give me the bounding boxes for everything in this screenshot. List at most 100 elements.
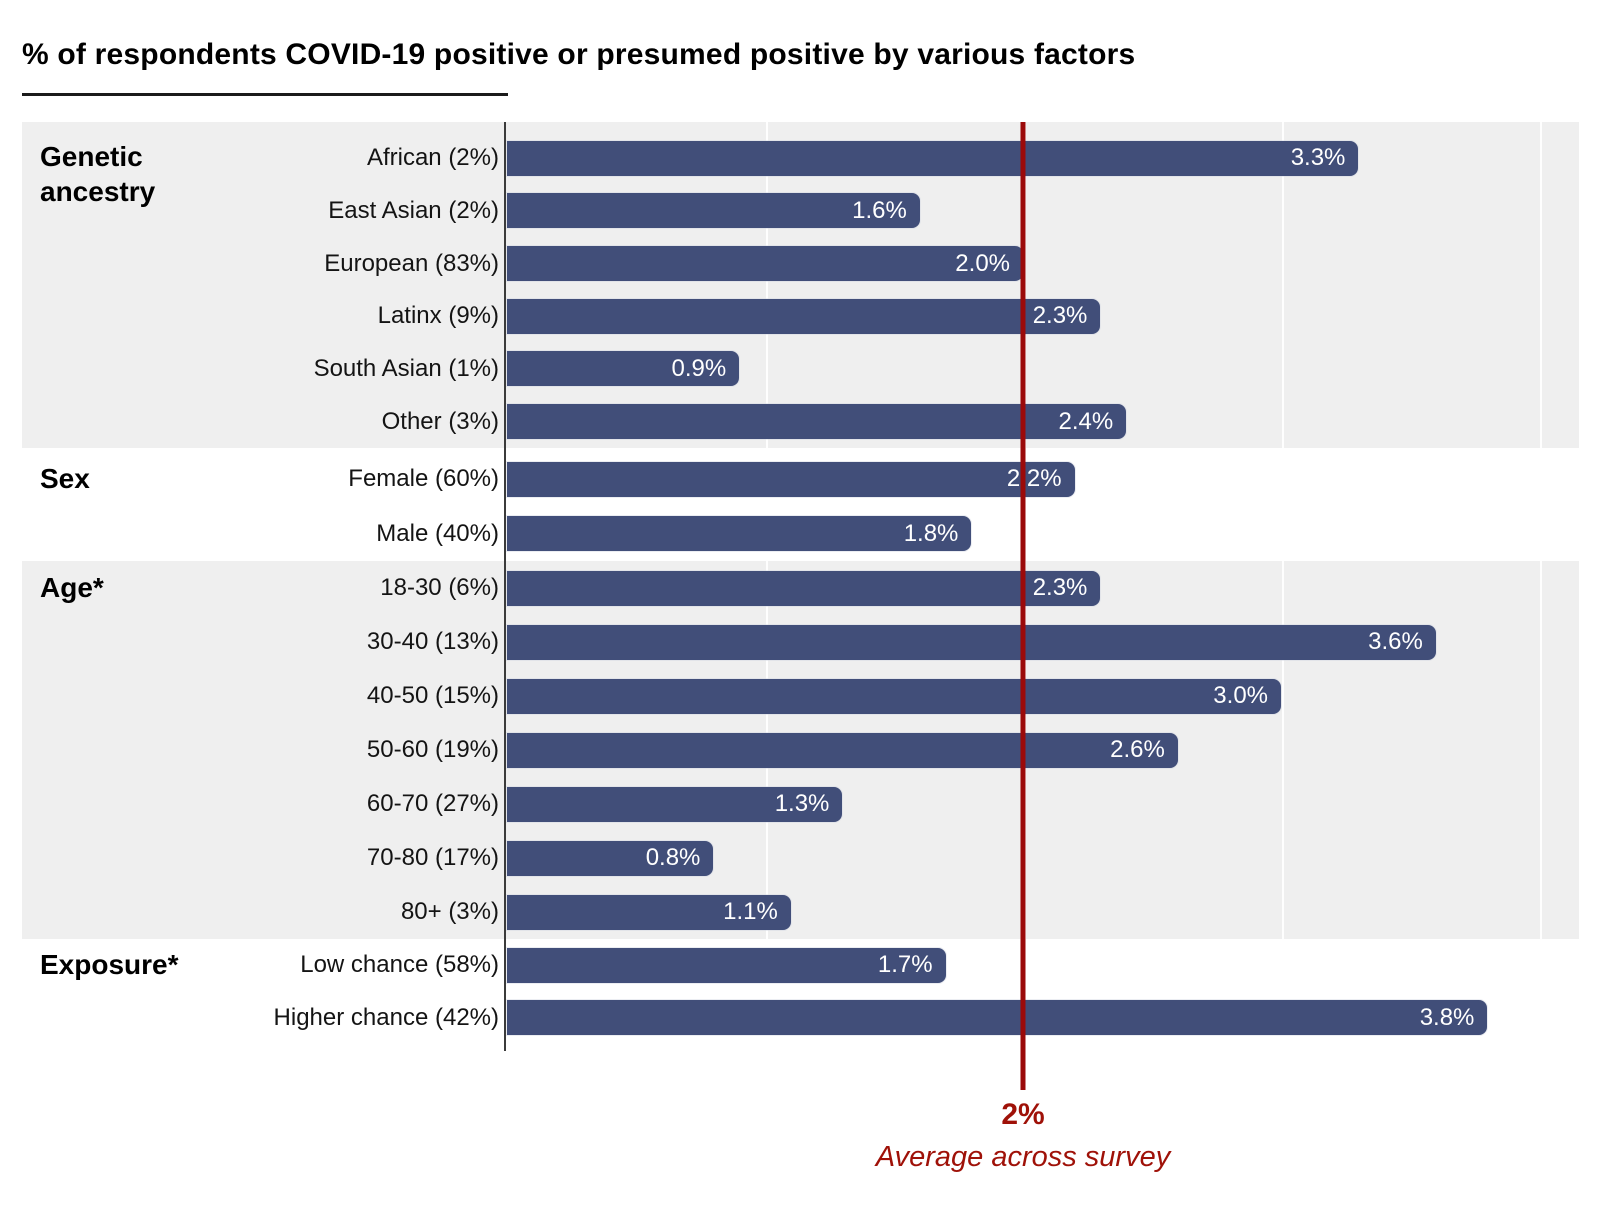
bar-value-label: 3.3%	[1290, 144, 1346, 172]
chart-title: % of respondents COVID-19 positive or pr…	[22, 38, 1136, 71]
bar: 2.2%	[507, 461, 1075, 497]
gridline-3pct	[1282, 122, 1284, 1044]
bar-value-label: 2.3%	[1032, 302, 1088, 330]
bar: 2.3%	[507, 570, 1101, 606]
chart-row-latinx: Latinx (9%) 2.3%	[22, 290, 1579, 343]
row-label: 50-60 (19%)	[366, 736, 499, 763]
chart-row-higher-chance: Higher chance (42%) 3.8%	[22, 992, 1579, 1045]
bar: 1.3%	[507, 786, 843, 822]
row-label: European (83%)	[324, 249, 499, 277]
bar-value-label: 3.6%	[1368, 628, 1423, 655]
bar-value-label: 2.2%	[1006, 465, 1062, 493]
section-label-genetic-ancestry: Genetic ancestry	[40, 141, 156, 207]
bar-area: 3.8%	[507, 1000, 1539, 1036]
bar-value-label: 2.3%	[1032, 574, 1088, 601]
bar-area: 2.6%	[507, 732, 1539, 768]
bar-area: 2.0%	[507, 246, 1539, 282]
row-label: South Asian (1%)	[313, 354, 499, 382]
chart-row-african: African (2%) 3.3%	[22, 132, 1579, 185]
row-label: African (2%)	[366, 144, 499, 172]
bar: 1.8%	[507, 516, 972, 552]
bar: 3.3%	[507, 140, 1359, 176]
bar: 0.8%	[507, 840, 714, 876]
bar-area: 1.1%	[507, 894, 1539, 930]
row-label: 18-30 (6%)	[380, 574, 499, 601]
bar-value-label: 2.6%	[1110, 736, 1165, 763]
band-age: Age* 18-30 (6%) 2.3% 30-40 (13%) 3.6% 40…	[22, 561, 1579, 939]
title-underline	[22, 93, 508, 96]
chart-row-60-70: 60-70 (27%) 1.3%	[22, 777, 1579, 831]
chart-row-east-asian: East Asian (2%) 1.6%	[22, 185, 1579, 238]
bar-area: 1.8%	[507, 516, 1539, 552]
chart-row-european: European (83%) 2.0%	[22, 237, 1579, 290]
chart-row-40-50: 40-50 (15%) 3.0%	[22, 669, 1579, 723]
chart-row-south-asian: South Asian (1%) 0.9%	[22, 343, 1579, 396]
bar-chart: Genetic ancestry African (2%) 3.3% East …	[22, 122, 1579, 1044]
bar-value-label: 1.3%	[774, 790, 830, 817]
bar: 1.1%	[507, 894, 791, 930]
band-genetic-ancestry: Genetic ancestry African (2%) 3.3% East …	[22, 122, 1579, 448]
bar: 2.0%	[507, 246, 1023, 282]
bar-area: 0.9%	[507, 351, 1539, 387]
average-line-value: 2%	[1001, 1098, 1045, 1131]
bar: 0.9%	[507, 351, 740, 387]
chart-row-30-40: 30-40 (13%) 3.6%	[22, 615, 1579, 669]
bar-area: 2.2%	[507, 461, 1539, 497]
row-label: Latinx (9%)	[377, 302, 499, 330]
bar: 3.8%	[507, 1000, 1488, 1036]
chart-row-70-80: 70-80 (17%) 0.8%	[22, 831, 1579, 885]
row-label: 70-80 (17%)	[366, 844, 499, 871]
row-label: Other (3%)	[381, 407, 499, 435]
band-exposure: Exposure* Low chance (58%) 1.7% Higher c…	[22, 939, 1579, 1044]
chart-row-50-60: 50-60 (19%) 2.6%	[22, 723, 1579, 777]
chart-row-female: Female (60%) 2.2%	[22, 452, 1579, 507]
bar: 1.6%	[507, 193, 920, 229]
bar-area: 1.7%	[507, 947, 1539, 983]
average-line	[1020, 122, 1026, 1090]
bar: 2.4%	[507, 404, 1127, 440]
section-label-sex: Sex	[40, 463, 90, 494]
bar: 3.6%	[507, 624, 1436, 660]
chart-row-80-plus: 80+ (3%) 1.1%	[22, 885, 1579, 939]
y-axis-line	[504, 122, 506, 1051]
row-label: 60-70 (27%)	[366, 790, 499, 817]
bar: 2.3%	[507, 298, 1101, 334]
chart-row-male: Male (40%) 1.8%	[22, 507, 1579, 562]
bar-value-label: 1.6%	[852, 196, 907, 224]
bar-value-label: 3.0%	[1213, 682, 1268, 709]
bar-value-label: 3.8%	[1419, 1003, 1475, 1031]
bar-value-label: 2.0%	[955, 249, 1010, 277]
bar-value-label: 0.9%	[671, 354, 727, 382]
chart-row-other-ancestry: Other (3%) 2.4%	[22, 395, 1579, 448]
bar-area: 1.3%	[507, 786, 1539, 822]
bar-area: 1.6%	[507, 193, 1539, 229]
bar-area: 3.6%	[507, 624, 1539, 660]
chart-row-18-30: 18-30 (6%) 2.3%	[22, 561, 1579, 615]
bar: 3.0%	[507, 678, 1281, 714]
section-label-exposure: Exposure*	[40, 949, 179, 980]
bar: 1.7%	[507, 947, 946, 983]
chart-row-low-chance: Low chance (58%) 1.7%	[22, 939, 1579, 992]
bar: 2.6%	[507, 732, 1178, 768]
row-label: 80+ (3%)	[400, 898, 499, 925]
row-label: Female (60%)	[348, 465, 499, 493]
section-label-age: Age*	[40, 572, 104, 603]
bar-value-label: 1.8%	[903, 519, 959, 547]
bar-value-label: 2.4%	[1058, 407, 1114, 435]
row-label: Low chance (58%)	[300, 951, 499, 979]
bar-area: 3.3%	[507, 140, 1539, 176]
row-label: 40-50 (15%)	[366, 682, 499, 709]
bar-area: 3.0%	[507, 678, 1539, 714]
bar-area: 2.3%	[507, 298, 1539, 334]
row-label: 30-40 (13%)	[366, 628, 499, 655]
row-label: Higher chance (42%)	[273, 1003, 499, 1031]
bar-value-label: 1.7%	[877, 951, 933, 979]
bar-area: 0.8%	[507, 840, 1539, 876]
row-label: Male (40%)	[376, 519, 499, 547]
bar-area: 2.3%	[507, 570, 1539, 606]
bar-value-label: 1.1%	[723, 898, 778, 925]
row-label: East Asian (2%)	[328, 196, 499, 224]
average-line-caption: Average across survey	[875, 1141, 1171, 1173]
gridline-4pct	[1540, 122, 1542, 1044]
